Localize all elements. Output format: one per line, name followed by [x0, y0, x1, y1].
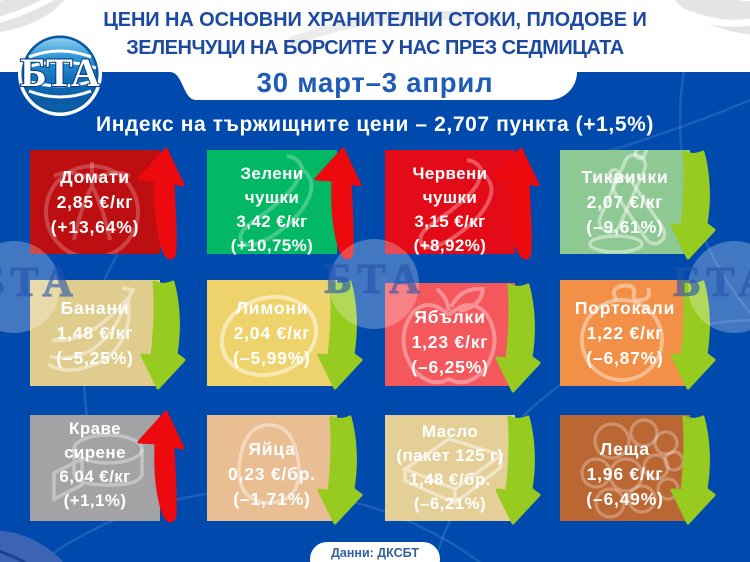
svg-text:БТА: БТА	[20, 50, 100, 95]
